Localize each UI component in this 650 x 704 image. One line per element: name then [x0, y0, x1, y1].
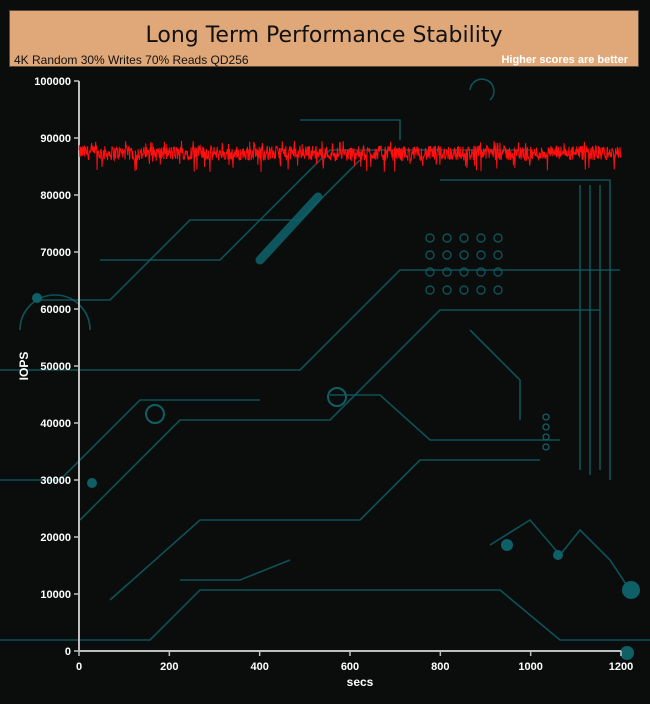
circuit-dot [476, 267, 486, 277]
circuit-dot [442, 250, 452, 260]
circuit-dot [493, 285, 503, 295]
y-tick-label: 50000 [40, 361, 71, 373]
x-tick-label: 0 [76, 661, 82, 673]
series-line [78, 140, 622, 172]
circuit-dot [425, 285, 435, 295]
circuit-node [32, 293, 42, 303]
circuit-dot [476, 233, 486, 243]
circuit-trace [300, 119, 401, 140]
y-tick-label: 90000 [40, 133, 71, 145]
circuit-dot [442, 285, 452, 295]
circuit-trace [330, 394, 560, 441]
circuit-dot [493, 267, 503, 277]
circuit-trace [0, 589, 650, 641]
circuit-node [87, 478, 97, 488]
y-tick-label: 0 [65, 646, 71, 658]
circuit-dot [476, 285, 486, 295]
circuit-trace [469, 78, 495, 101]
circuit-trace [180, 559, 291, 581]
y-tick-label: 10000 [40, 589, 71, 601]
y-tick-label: 30000 [40, 475, 71, 487]
circuit-dot [459, 233, 469, 243]
circuit-dot [425, 233, 435, 243]
circuit-trace [0, 269, 620, 371]
circuit-dot [459, 267, 469, 277]
circuit-dot [493, 250, 503, 260]
x-tick-label: 400 [250, 661, 268, 673]
circuit-dot [459, 250, 469, 260]
circuit-dot [542, 413, 550, 421]
x-tick-label: 800 [431, 661, 449, 673]
y-tick-label: 60000 [40, 304, 71, 316]
x-tick-label: 200 [160, 661, 178, 673]
circuit-dot [542, 433, 550, 441]
circuit-dot [425, 250, 435, 260]
circuit-dot [459, 285, 469, 295]
circuit-trace [19, 294, 91, 331]
circuit-dot [442, 267, 452, 277]
circuit-dot [442, 233, 452, 243]
circuit-node [620, 646, 634, 660]
y-tick-label: 40000 [40, 418, 71, 430]
circuit-trace [489, 518, 631, 591]
y-tick-label: 80000 [40, 190, 71, 202]
chart-subtitle: 4K Random 30% Writes 70% Reads QD256 [14, 53, 249, 67]
y-tick-label: 70000 [40, 247, 71, 259]
circuit-background [0, 78, 650, 660]
chart-title: Long Term Performance Stability [145, 23, 503, 48]
chart-series [78, 140, 622, 172]
chart-axes [78, 81, 621, 652]
y-tick-label: 100000 [34, 76, 71, 88]
x-tick-label: 1000 [518, 661, 542, 673]
circuit-trace [0, 399, 260, 481]
circuit-ring [327, 387, 347, 407]
circuit-node [501, 539, 513, 551]
circuit-dot [542, 423, 550, 431]
chart-header: Long Term Performance Stability 4K Rando… [9, 10, 639, 67]
circuit-trace [79, 309, 600, 521]
circuit-trace [40, 159, 361, 301]
circuit-dot [542, 443, 550, 451]
circuit-ring [145, 404, 165, 424]
y-tick-label: 20000 [40, 532, 71, 544]
x-tick-label: 600 [341, 661, 359, 673]
circuit-trace [440, 179, 611, 480]
x-axis-title: secs [347, 675, 374, 689]
circuit-trace [469, 329, 521, 420]
x-tick-label: 1200 [609, 661, 633, 673]
circuit-dot [493, 233, 503, 243]
chart-ticks: 0100002000030000400005000060000700008000… [34, 76, 633, 673]
circuit-pad [255, 192, 323, 265]
circuit-trace [109, 459, 540, 601]
y-axis-title: IOPS [17, 352, 31, 381]
circuit-node [553, 550, 563, 560]
chart-note: Higher scores are better [501, 54, 628, 66]
circuit-dot [476, 250, 486, 260]
circuit-dot [425, 267, 435, 277]
circuit-node [622, 581, 640, 599]
